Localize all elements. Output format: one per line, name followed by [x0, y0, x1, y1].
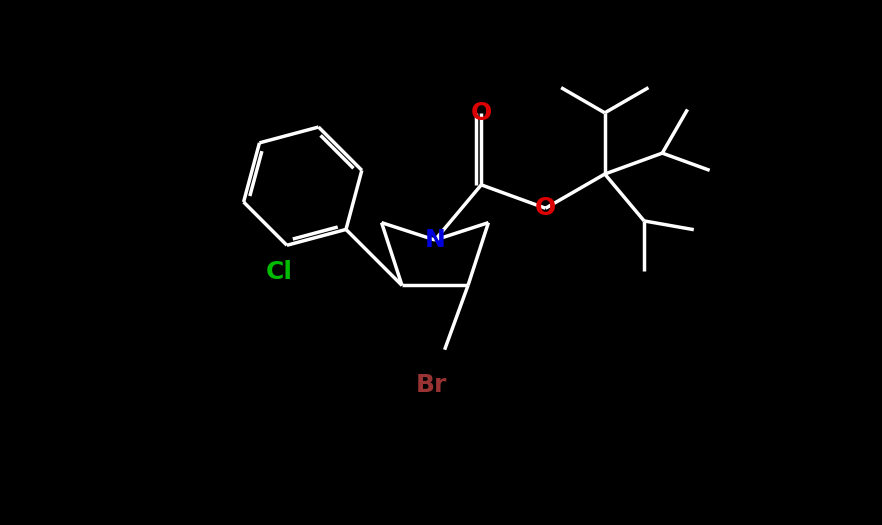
- Text: Cl: Cl: [266, 260, 293, 285]
- Text: N: N: [424, 228, 445, 252]
- Text: O: O: [471, 101, 492, 125]
- Text: Br: Br: [416, 373, 447, 397]
- Text: O: O: [534, 196, 557, 220]
